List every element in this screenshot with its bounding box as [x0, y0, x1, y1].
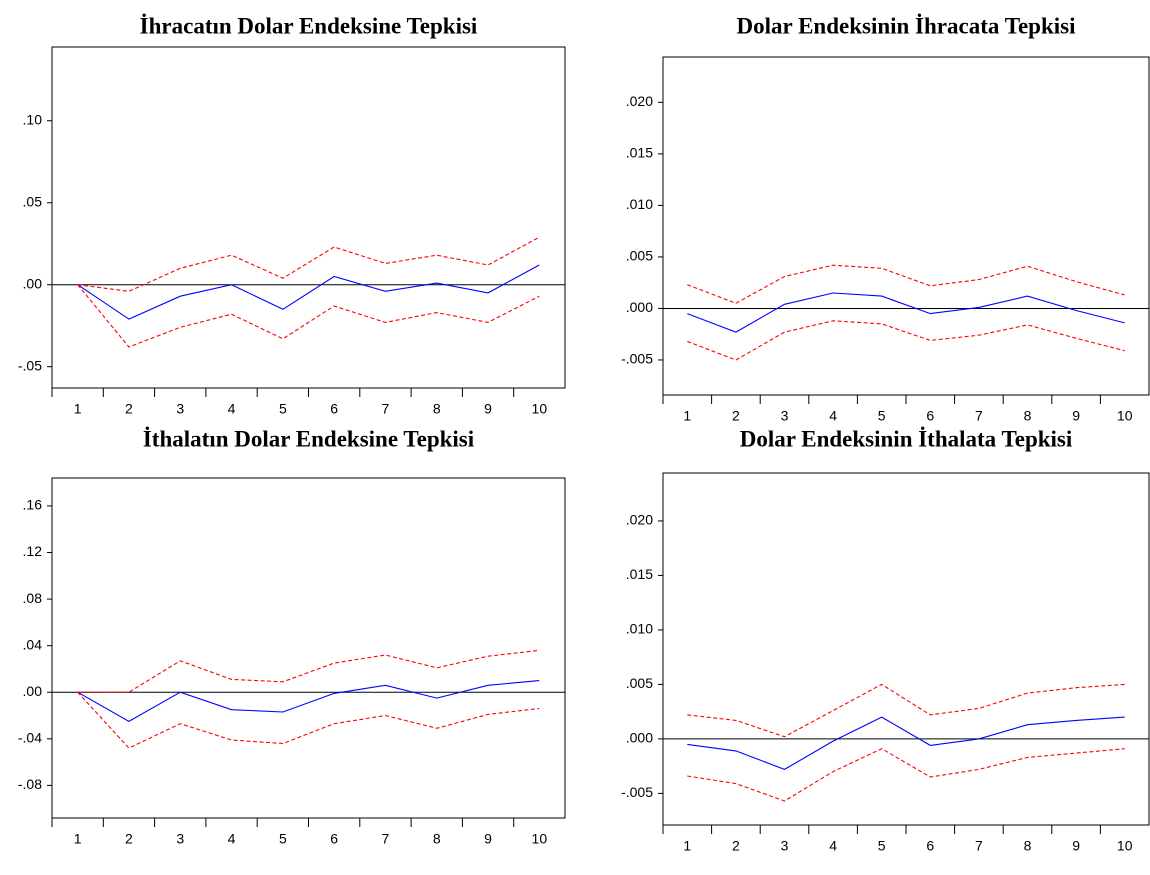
x-tick-label: 4	[228, 831, 236, 847]
plot-frame	[51, 477, 566, 819]
x-tick-label: 10	[532, 831, 548, 847]
series-line	[77, 284, 540, 348]
x-tick-label: 3	[781, 408, 789, 424]
x-tick-label: 3	[176, 831, 184, 847]
plot-frame	[51, 46, 566, 389]
x-tick-label: 7	[975, 838, 983, 854]
series-line	[687, 320, 1125, 361]
x-tick-label: 7	[382, 401, 390, 417]
y-tick-label: .020	[626, 93, 653, 109]
y-tick-label: -.08	[18, 776, 42, 792]
y-tick-label: .16	[23, 497, 43, 513]
x-tick-label: 1	[683, 838, 691, 854]
x-tick-label: 1	[683, 408, 691, 424]
x-tick-label: 10	[532, 401, 548, 417]
y-tick-label: -.04	[18, 730, 42, 746]
series-line	[687, 748, 1125, 802]
x-tick-label: 10	[1117, 408, 1133, 424]
y-tick-label: .08	[23, 590, 43, 606]
plot-frame	[662, 472, 1150, 826]
y-tick-label: .005	[626, 675, 653, 691]
x-tick-label: 2	[732, 838, 740, 854]
y-tick-label: -.05	[18, 357, 42, 373]
x-tick-label: 6	[926, 838, 934, 854]
x-tick-label: 1	[74, 831, 82, 847]
y-tick-label: .00	[23, 683, 43, 699]
x-tick-label: 2	[125, 831, 133, 847]
x-tick-label: 4	[829, 838, 837, 854]
x-tick-label: 10	[1117, 838, 1133, 854]
y-tick-label: -.005	[621, 351, 653, 367]
x-tick-label: 5	[878, 838, 886, 854]
x-tick-label: 5	[878, 408, 886, 424]
x-tick-label: 3	[176, 401, 184, 417]
chart-title: Dolar Endeksinin İthalata Tepkisi	[740, 426, 1073, 451]
series-line	[687, 683, 1125, 738]
x-tick-label: 1	[74, 401, 82, 417]
series-line	[77, 649, 540, 693]
y-tick-label: .010	[626, 196, 653, 212]
x-tick-label: 8	[1024, 838, 1032, 854]
series-line	[77, 236, 540, 292]
y-tick-label: .12	[23, 543, 43, 559]
x-tick-label: 9	[1072, 838, 1080, 854]
y-tick-label: .010	[626, 621, 653, 637]
x-tick-label: 2	[125, 401, 133, 417]
chart-title: İhracatın Dolar Endeksine Tepkisi	[140, 13, 478, 38]
y-tick-label: .020	[626, 512, 653, 528]
y-tick-label: .00	[23, 275, 43, 291]
y-tick-label: .05	[23, 193, 43, 209]
x-tick-label: 8	[433, 401, 441, 417]
series-line	[687, 716, 1125, 771]
y-tick-label: .000	[626, 730, 653, 746]
series-line	[77, 691, 540, 749]
x-tick-label: 6	[330, 401, 338, 417]
chart-title: İthalatın Dolar Endeksine Tepkisi	[143, 426, 475, 451]
y-tick-label: .015	[626, 145, 653, 161]
series-line	[687, 264, 1125, 304]
x-tick-label: 9	[484, 831, 492, 847]
series-line	[687, 292, 1125, 333]
x-tick-label: 2	[732, 408, 740, 424]
y-tick-label: .04	[23, 636, 43, 652]
x-tick-label: 9	[1072, 408, 1080, 424]
series-line	[77, 264, 540, 320]
series-line	[77, 680, 540, 723]
x-tick-label: 7	[382, 831, 390, 847]
x-tick-label: 6	[926, 408, 934, 424]
x-tick-label: 8	[433, 831, 441, 847]
x-tick-label: 5	[279, 831, 287, 847]
x-tick-label: 6	[330, 831, 338, 847]
y-tick-label: -.005	[621, 784, 653, 800]
y-tick-label: .10	[23, 111, 43, 127]
y-tick-label: .005	[626, 248, 653, 264]
x-tick-label: 8	[1024, 408, 1032, 424]
x-tick-label: 9	[484, 401, 492, 417]
chart-title: Dolar Endeksinin İhracata Tepkisi	[737, 13, 1077, 38]
x-tick-label: 4	[228, 401, 236, 417]
x-tick-label: 7	[975, 408, 983, 424]
y-tick-label: .000	[626, 299, 653, 315]
plot-frame	[662, 56, 1150, 396]
x-tick-label: 5	[279, 401, 287, 417]
x-tick-label: 4	[829, 408, 837, 424]
x-tick-label: 3	[781, 838, 789, 854]
y-tick-label: .015	[626, 566, 653, 582]
